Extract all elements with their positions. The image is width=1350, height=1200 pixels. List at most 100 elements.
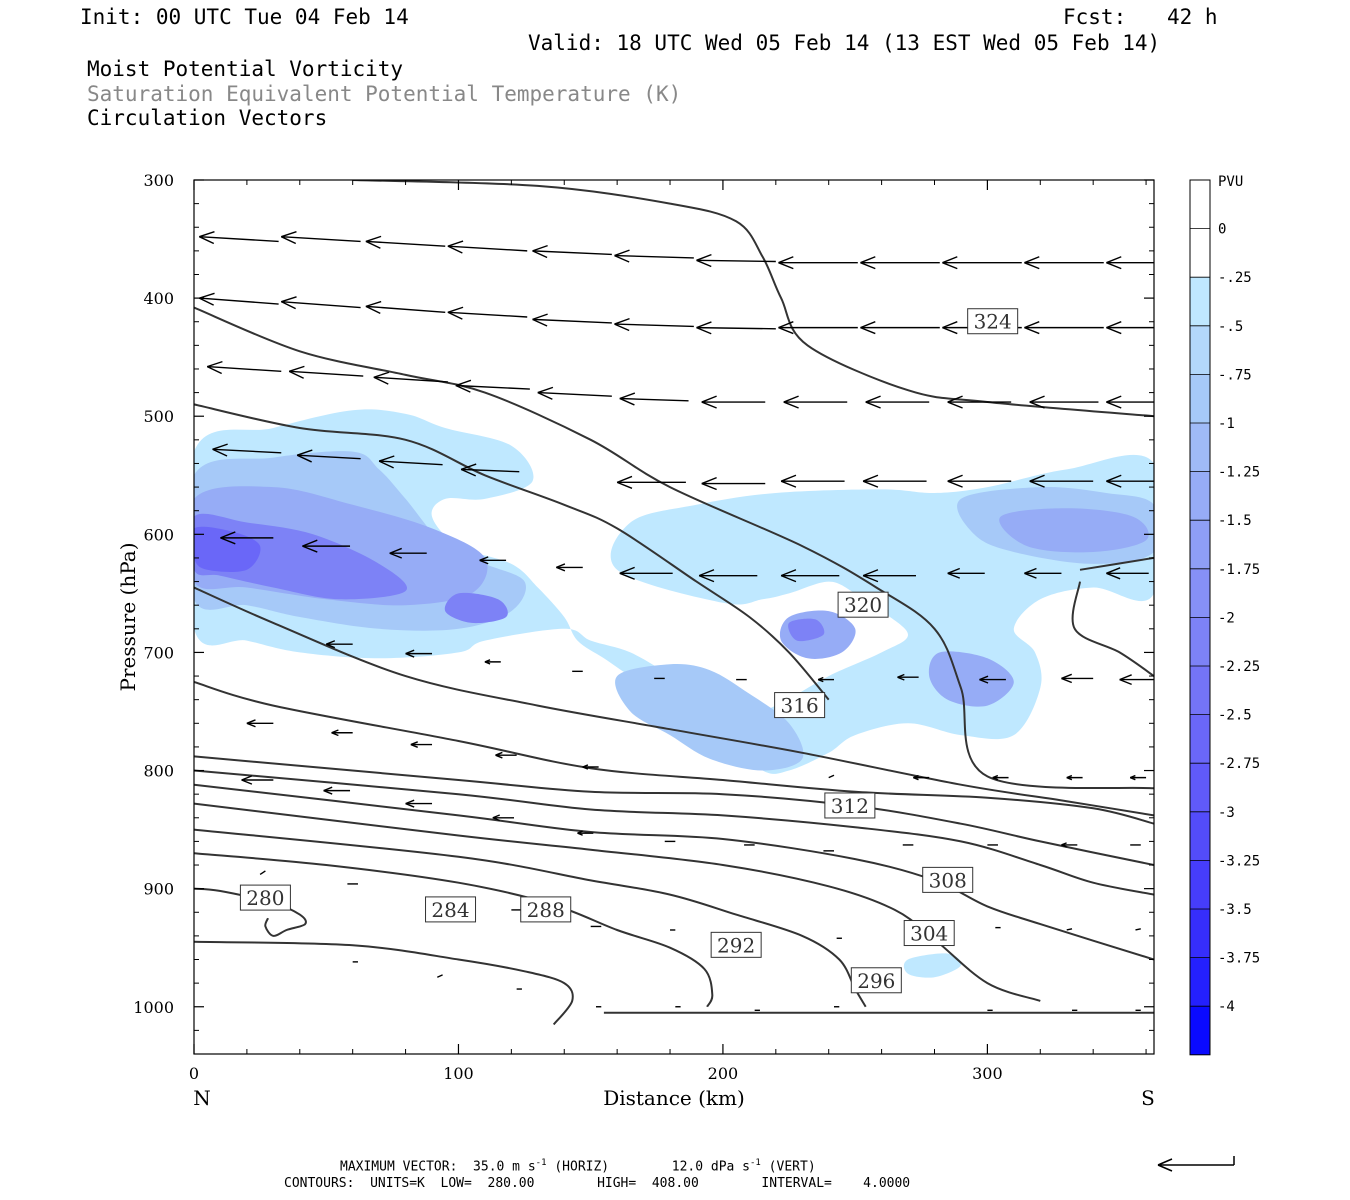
theta-es-contour	[194, 940, 574, 1026]
circulation-vector	[246, 719, 274, 728]
colorbar-label: -3	[1218, 805, 1235, 821]
vector-head	[862, 575, 879, 583]
valid-time: Valid: 18 UTC Wed 05 Feb 14 (13 EST Wed …	[528, 31, 1161, 55]
contour-label-text: 316	[781, 694, 819, 718]
circulation-vector	[532, 244, 612, 259]
colorbar-label: -2.25	[1218, 659, 1260, 675]
vector-head	[865, 401, 881, 409]
contour-label-text: 320	[844, 593, 882, 617]
vector-head	[1029, 474, 1045, 482]
vector-shaft	[373, 376, 448, 383]
circulation-vector	[860, 321, 940, 335]
contour-info-note: CONTOURS: UNITS=K LOW= 280.00 HIGH= 408.…	[284, 1176, 911, 1191]
vector-head	[701, 401, 717, 409]
vector-head	[246, 722, 256, 728]
vector-head	[947, 567, 961, 574]
contour-label: 316	[774, 692, 826, 719]
theta-es-contour	[194, 755, 1154, 866]
vector-head	[198, 297, 214, 306]
vector-head	[405, 802, 415, 808]
vector-shaft	[696, 259, 776, 263]
vector-head	[246, 719, 256, 724]
circulation-vector	[862, 474, 927, 488]
colorbar-swatch	[1190, 277, 1210, 326]
contour-label: 292	[710, 931, 762, 958]
vector-head	[405, 652, 415, 658]
vector-head	[701, 476, 717, 485]
colorbar-swatch	[1190, 471, 1210, 521]
vector-head	[614, 249, 630, 257]
vector-head	[556, 566, 566, 572]
colorbar-label: -1.25	[1218, 465, 1260, 481]
vector-head	[577, 830, 583, 834]
vector-head	[942, 262, 958, 270]
contour-label-box	[967, 308, 1019, 335]
x-tick-label: 100	[443, 1064, 474, 1083]
colorbar-swatch	[1190, 957, 1210, 1007]
theta-es-contour	[194, 887, 307, 937]
contour-label-box	[710, 931, 762, 958]
vector-shaft	[365, 240, 446, 247]
vector-head	[979, 675, 989, 681]
vector-head	[619, 572, 635, 580]
vector-shaft	[455, 384, 530, 390]
circulation-vector	[701, 395, 766, 409]
vector-head	[410, 743, 418, 748]
vector-head	[1129, 774, 1136, 779]
circulation-vector	[780, 474, 845, 488]
vector-head	[365, 235, 382, 243]
vector-head	[405, 799, 415, 805]
vector-head	[495, 751, 503, 756]
vector-shaft	[614, 254, 694, 259]
vector-head	[862, 569, 879, 577]
vector-head	[447, 311, 463, 320]
vector-head	[860, 262, 876, 270]
contour-label: 284	[425, 896, 477, 923]
contour-label-box	[922, 866, 974, 893]
y-tick-label: 300	[143, 171, 174, 190]
vector-head	[460, 468, 476, 477]
circulation-vector	[780, 569, 840, 583]
circulation-vector	[280, 230, 361, 245]
circulation-vector	[614, 249, 694, 263]
circulation-vector	[696, 253, 776, 268]
circulation-vector	[259, 870, 266, 876]
vector-head	[1106, 480, 1122, 488]
vector-head	[778, 256, 794, 264]
theta-es-contours	[194, 180, 1154, 1026]
vector-head	[1106, 256, 1122, 264]
circulation-vectors	[198, 230, 1154, 1011]
colorbar-swatch	[1190, 374, 1210, 423]
vector-head	[1106, 572, 1121, 580]
vector-head	[325, 643, 336, 649]
vector-head	[331, 732, 339, 737]
vector-head	[207, 360, 223, 368]
colorbar-label: -1.75	[1218, 562, 1260, 578]
circulation-vector	[288, 365, 364, 379]
colorbar-label: -.5	[1218, 319, 1243, 335]
vector-head	[532, 250, 548, 259]
vector-shaft	[365, 305, 446, 313]
colorbar-swatch	[1190, 520, 1210, 569]
circulation-vector	[897, 673, 919, 681]
circulation-vector	[619, 566, 673, 580]
vector-shaft	[199, 235, 279, 243]
vector-shaft	[461, 468, 520, 473]
vector-head	[947, 480, 963, 488]
circulation-vector	[1135, 928, 1141, 931]
circulation-vector	[537, 386, 612, 400]
circulation-vector	[365, 300, 446, 315]
vector-head	[281, 230, 297, 238]
vector-head	[1106, 321, 1122, 329]
vector-head	[1119, 674, 1132, 681]
vector-head	[778, 321, 794, 329]
x-tick-label: 300	[972, 1064, 1003, 1083]
vector-shaft	[447, 311, 528, 318]
contour-label-text: 288	[527, 898, 565, 922]
vector-shaft	[1066, 928, 1073, 931]
vector-head	[220, 537, 236, 545]
circulation-vector	[979, 675, 1006, 684]
circulation-vector	[1024, 567, 1062, 579]
vector-head	[410, 741, 418, 746]
vector-head	[1106, 395, 1122, 403]
